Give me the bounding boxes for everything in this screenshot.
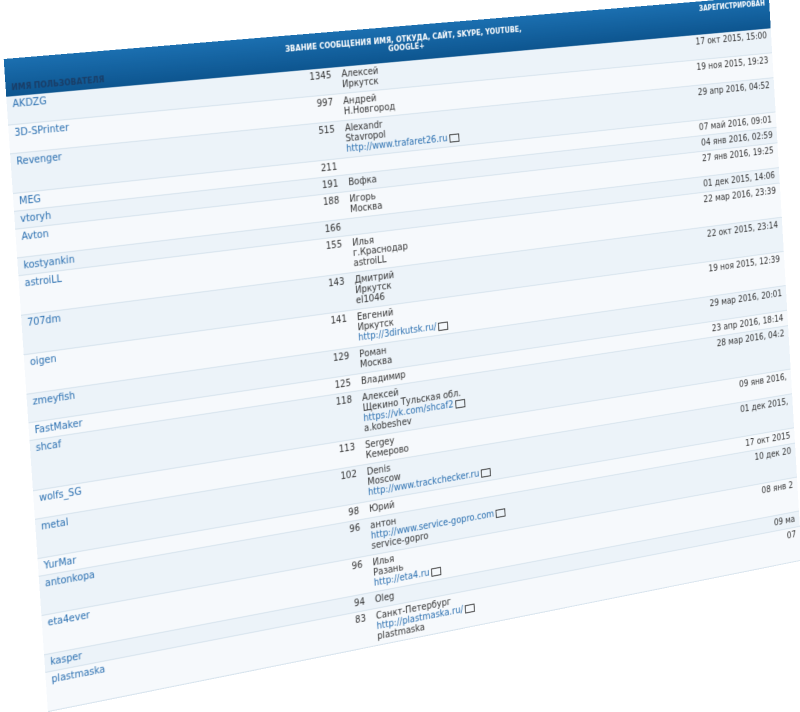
external-icon [495, 507, 506, 518]
info-text: Москва [349, 201, 383, 216]
member-table: имя пользователя звание сообщения имя, о… [3, 0, 800, 712]
info-text: Вофка [348, 174, 378, 189]
member-list: имя пользователя звание сообщения имя, о… [3, 0, 800, 712]
external-icon [480, 467, 491, 478]
external-icon [437, 321, 449, 331]
external-icon [448, 132, 460, 143]
info-text: Юрий [368, 500, 395, 515]
info-text: Иркутск [341, 76, 379, 91]
external-icon [430, 566, 442, 577]
external-icon [464, 603, 475, 614]
info-text: Oleg [374, 591, 395, 606]
external-icon [454, 398, 466, 409]
